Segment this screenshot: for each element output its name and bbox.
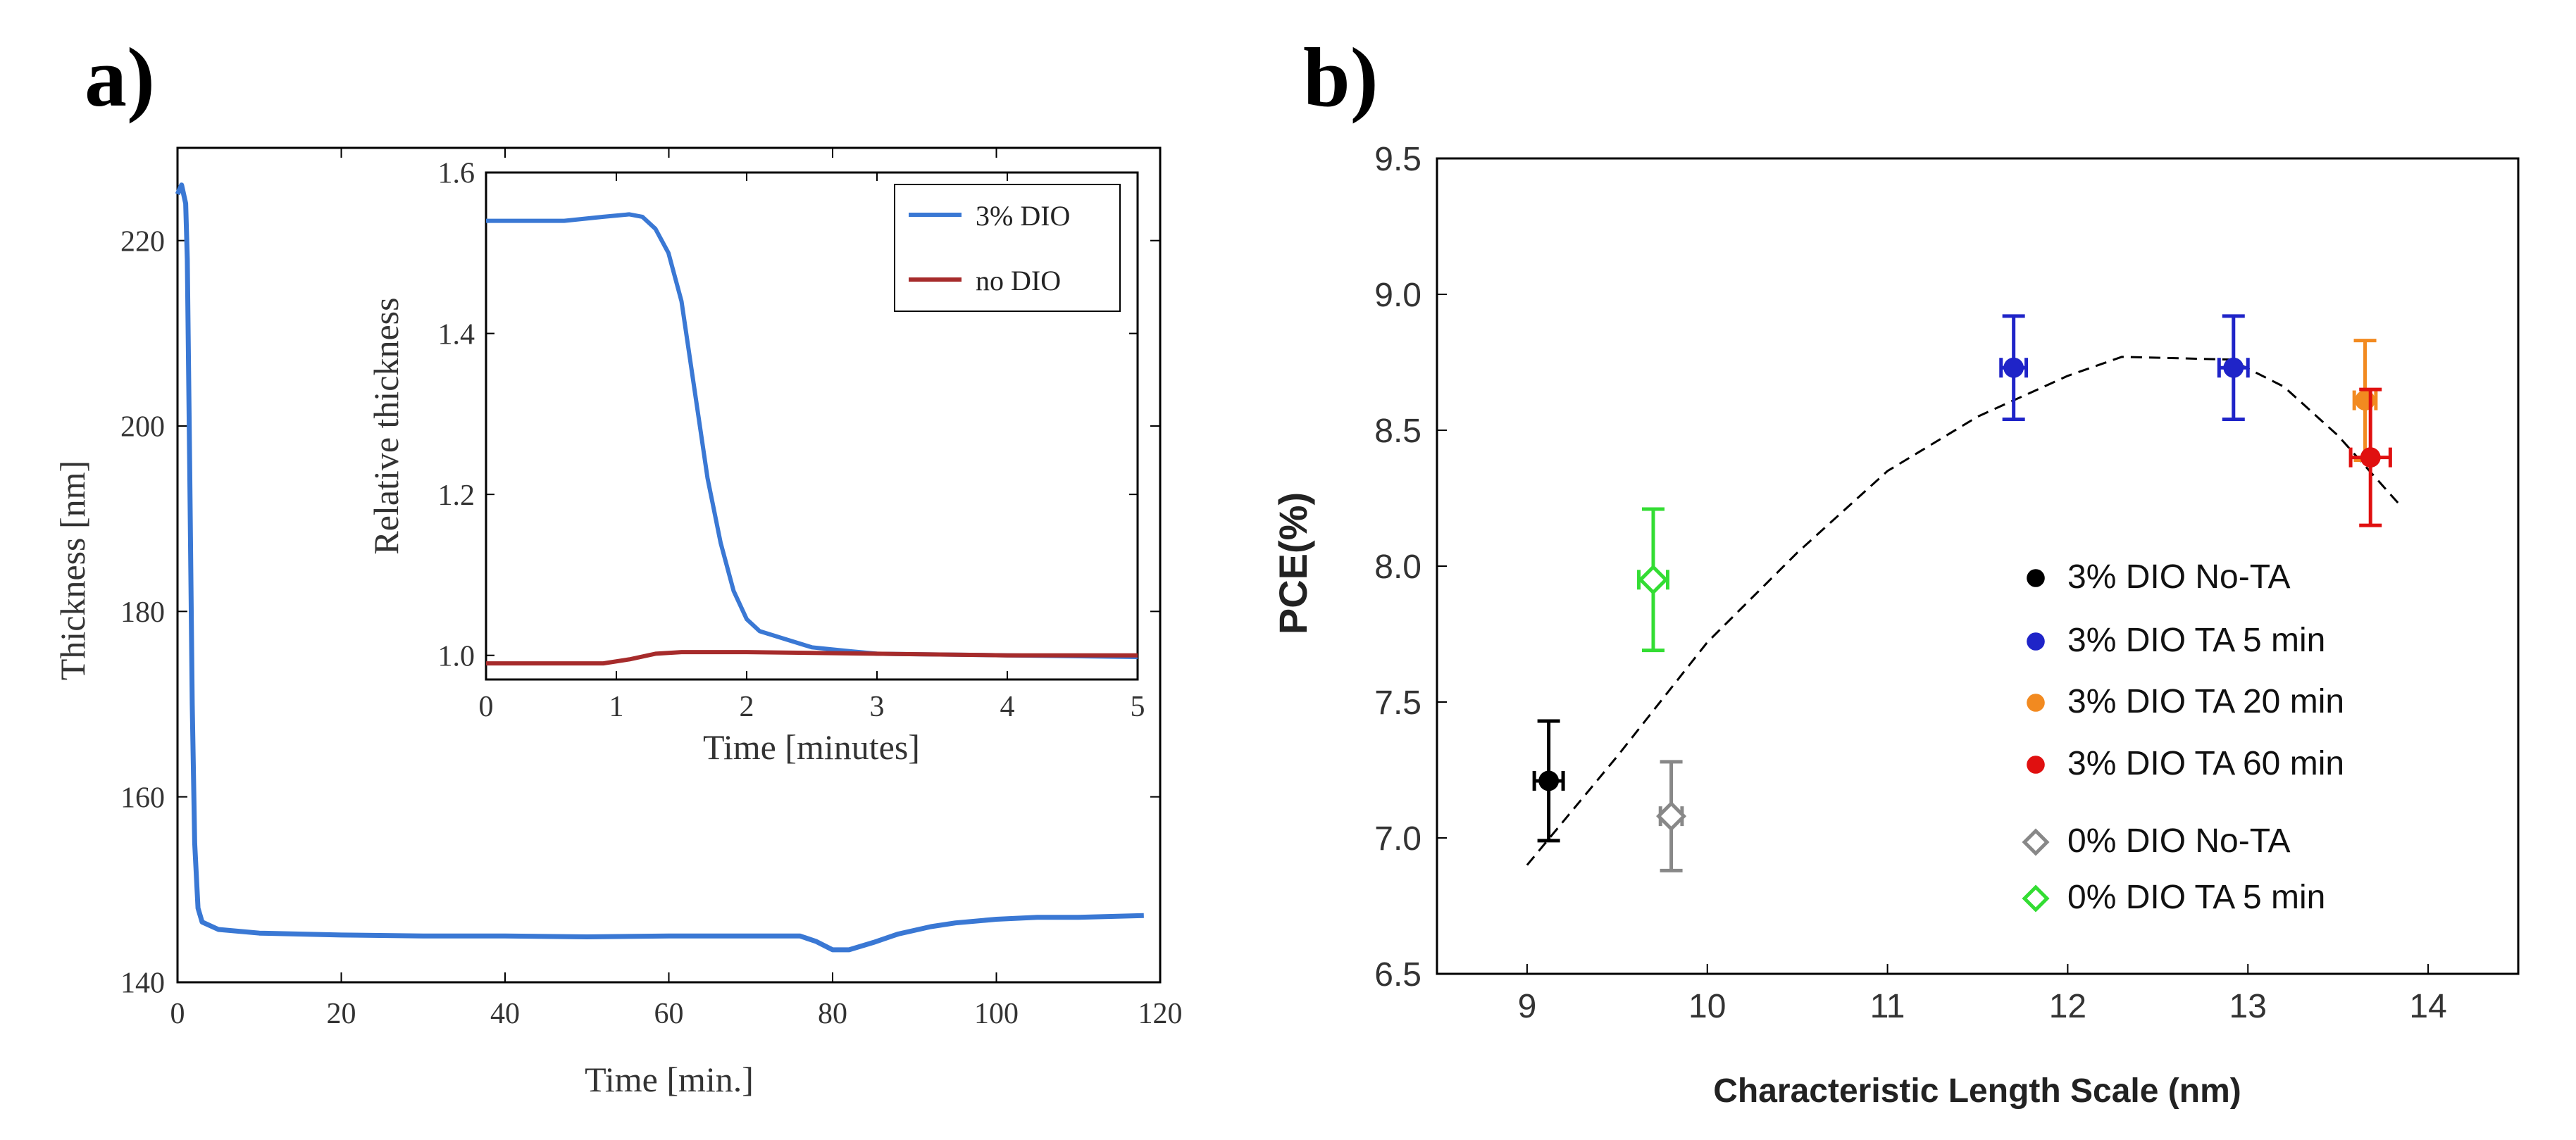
data-point-marker bbox=[2027, 694, 2045, 712]
inset-legend-box bbox=[894, 184, 1121, 312]
inset-line-no-dio bbox=[486, 650, 1138, 666]
x-tick-label: 11 bbox=[1870, 988, 1905, 1025]
y-tick-label: 8.0 bbox=[1374, 549, 1421, 586]
legend-label: 3% DIO TA 5 min bbox=[2067, 622, 2325, 659]
y-tick-label: 220 bbox=[120, 225, 165, 258]
thickness-line bbox=[175, 182, 1144, 953]
y-tick-label: 9.5 bbox=[1374, 141, 1421, 178]
x-tick-label: 14 bbox=[2409, 988, 2446, 1025]
y-tick-label: 7.5 bbox=[1374, 684, 1421, 722]
inset-legend: 3% DIO no DIO bbox=[894, 184, 1121, 312]
x-tick-label: 120 bbox=[1138, 998, 1183, 1030]
x-tick-label: 100 bbox=[974, 998, 1019, 1030]
x-tick-label: 40 bbox=[490, 998, 520, 1030]
legend-label: 0% DIO No-TA bbox=[2067, 822, 2291, 860]
data-point-marker bbox=[1656, 801, 1687, 832]
chart-b-xlabel: Characteristic Length Scale (nm) bbox=[1713, 1072, 2241, 1110]
legend-label: 0% DIO TA 5 min bbox=[2067, 879, 2325, 916]
data-point-marker bbox=[2022, 828, 2050, 856]
x-tick-label: 0 bbox=[170, 998, 185, 1030]
chart-b-legend: 3% DIO No-TA 3% DIO TA 5 min 3% DIO TA 20 … bbox=[2022, 558, 2344, 916]
y-tick-label: 9.0 bbox=[1374, 277, 1421, 314]
data-point-marker bbox=[2223, 357, 2244, 378]
data-point-marker bbox=[2027, 632, 2045, 651]
panel-a-label: a) bbox=[85, 30, 155, 124]
data-point-marker bbox=[2022, 884, 2050, 913]
x-tick-label: 2 bbox=[740, 691, 754, 723]
inset-line-3pct-dio bbox=[486, 212, 1138, 659]
x-tick-label: 0 bbox=[479, 691, 494, 723]
legend-label: 3% DIO No-TA bbox=[2067, 558, 2291, 596]
legend-label-no-dio: no DIO bbox=[976, 265, 1061, 296]
data-point-marker bbox=[2027, 756, 2045, 774]
data-point-marker bbox=[2360, 447, 2381, 468]
data-point-marker bbox=[2003, 357, 2024, 378]
y-tick-label: 160 bbox=[120, 782, 165, 814]
inset-ylabel: Relative thickness bbox=[366, 297, 406, 554]
y-tick-label: 6.5 bbox=[1374, 956, 1421, 994]
inset-xlabel: Time [minutes] bbox=[703, 727, 920, 767]
x-tick-label: 9 bbox=[1518, 988, 1537, 1025]
x-tick-label: 1 bbox=[609, 691, 624, 723]
data-point-marker bbox=[1538, 770, 1560, 791]
chart-b-ylabel: PCE(%) bbox=[1271, 492, 1315, 634]
y-tick-label: 1.6 bbox=[438, 158, 475, 190]
x-tick-label: 13 bbox=[2229, 988, 2267, 1025]
inset-frame bbox=[485, 171, 1139, 681]
chart-a-inset: 0 1 2 3 4 5 1.0 1.2 1.4 1.6 Time [minutes] Relati… bbox=[366, 158, 1145, 767]
panel-b-label: b) bbox=[1303, 30, 1379, 124]
y-tick-label: 1.0 bbox=[438, 640, 475, 672]
x-tick-label: 5 bbox=[1131, 691, 1145, 723]
x-tick-label: 80 bbox=[818, 998, 847, 1030]
legend-label: 3% DIO TA 60 min bbox=[2067, 745, 2344, 782]
chart-a-xlabel: Time [min.] bbox=[585, 1060, 754, 1099]
data-point-marker bbox=[1638, 564, 1669, 595]
y-tick-label: 200 bbox=[120, 411, 165, 444]
x-tick-label: 10 bbox=[1688, 988, 1726, 1025]
y-tick-label: 180 bbox=[120, 596, 165, 629]
x-tick-label: 12 bbox=[2049, 988, 2086, 1025]
y-tick-label: 140 bbox=[120, 967, 165, 1000]
x-tick-label: 3 bbox=[870, 691, 885, 723]
chart-b-frame bbox=[1436, 157, 2520, 975]
legend-label-3pct-dio: 3% DIO bbox=[976, 200, 1070, 232]
x-tick-label: 20 bbox=[327, 998, 356, 1030]
y-tick-label: 8.5 bbox=[1374, 413, 1421, 450]
y-tick-label: 1.4 bbox=[438, 318, 475, 351]
y-tick-label: 1.2 bbox=[438, 480, 475, 512]
data-point-marker bbox=[2027, 569, 2045, 587]
trend-line bbox=[1526, 356, 2402, 866]
chart-b: 9 10 11 12 13 14 6.5 7.0 7.5 8.0 8.5 9.0 9.5 Charact… bbox=[1271, 141, 2520, 1110]
chart-a-ylabel: Thickness [nm] bbox=[53, 461, 92, 680]
x-tick-label: 4 bbox=[1000, 691, 1015, 723]
x-tick-label: 60 bbox=[654, 998, 684, 1030]
legend-label: 3% DIO TA 20 min bbox=[2067, 683, 2344, 720]
y-tick-label: 7.0 bbox=[1374, 820, 1421, 858]
